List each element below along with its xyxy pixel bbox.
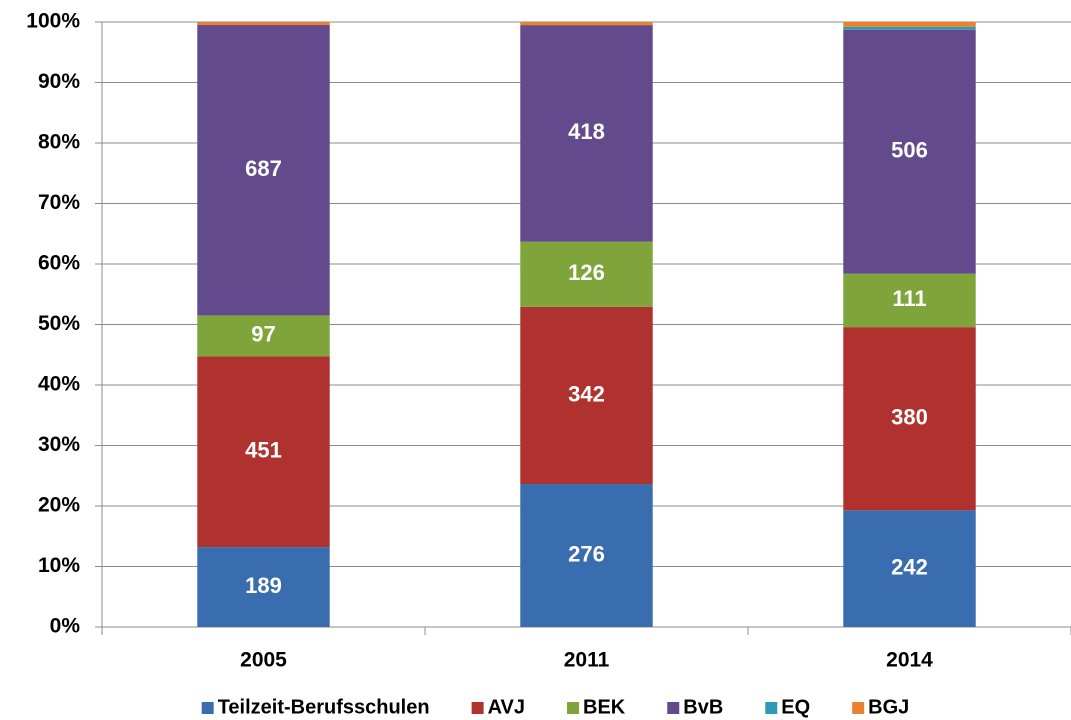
x-tick-label: 2014 (886, 649, 933, 672)
bar-segment (197, 24, 330, 316)
legend-item: BvB (667, 696, 723, 718)
y-tick-label: 40% (38, 373, 80, 396)
bar-segment (843, 29, 976, 274)
bar-segment (520, 22, 653, 26)
y-tick-label: 70% (38, 191, 80, 214)
bar-segment (520, 484, 653, 627)
legend-label: BGJ (868, 696, 909, 718)
data-label: 242 (891, 554, 928, 579)
legend-item: EQ (765, 696, 810, 718)
y-tick-label: 50% (38, 312, 80, 335)
legend-swatch (765, 702, 778, 714)
y-tick-label: 0% (50, 615, 81, 638)
legend-label: AVJ (488, 696, 525, 718)
legend-swatch (852, 702, 865, 714)
legend-swatch (567, 702, 580, 714)
data-label: 111 (892, 286, 926, 311)
legend-item: BEK (567, 696, 626, 718)
bar-segment (843, 327, 976, 511)
y-tick-label: 90% (38, 70, 80, 93)
y-tick-label: 30% (38, 433, 80, 456)
y-tick-label: 100% (26, 10, 80, 33)
bar-segment (197, 356, 330, 548)
x-tick-label: 2005 (240, 649, 287, 672)
legend-swatch (201, 702, 214, 714)
y-tick-label: 80% (38, 131, 80, 154)
bar-segment (843, 510, 976, 627)
bar-segment (843, 22, 976, 27)
data-label: 189 (245, 573, 282, 598)
data-label: 418 (568, 119, 605, 144)
legend-swatch (667, 702, 680, 714)
y-tick-label: 60% (38, 252, 80, 275)
legend-label: BEK (583, 696, 626, 718)
bar-segment (520, 25, 653, 242)
y-tick-label: 20% (38, 494, 80, 517)
data-label: 687 (245, 156, 282, 181)
bar-segment (520, 306, 653, 485)
legend-item: Teilzeit-Berufsschulen (201, 696, 430, 718)
bar-segment (197, 22, 330, 25)
legend-label: EQ (781, 696, 810, 718)
data-label: 342 (568, 381, 605, 406)
legend-label: Teilzeit-Berufsschulen (218, 696, 430, 718)
x-tick-label: 2011 (564, 649, 610, 672)
bar-segment (843, 26, 976, 30)
data-label: 380 (891, 405, 928, 430)
bar-segment (197, 315, 330, 357)
y-tick-label: 10% (38, 554, 80, 577)
data-label: 126 (568, 260, 605, 285)
bar-segment (520, 241, 653, 307)
legend-swatch (471, 702, 484, 714)
bar-segment (197, 547, 330, 627)
legend-label: BvB (683, 696, 723, 718)
legend-item: AVJ (471, 696, 525, 718)
bar-segment (843, 273, 976, 328)
data-label: 97 (251, 322, 275, 347)
legend-item: BGJ (852, 696, 909, 718)
data-label: 276 (568, 541, 605, 566)
data-label: 506 (891, 137, 928, 162)
data-label: 451 (245, 438, 282, 463)
